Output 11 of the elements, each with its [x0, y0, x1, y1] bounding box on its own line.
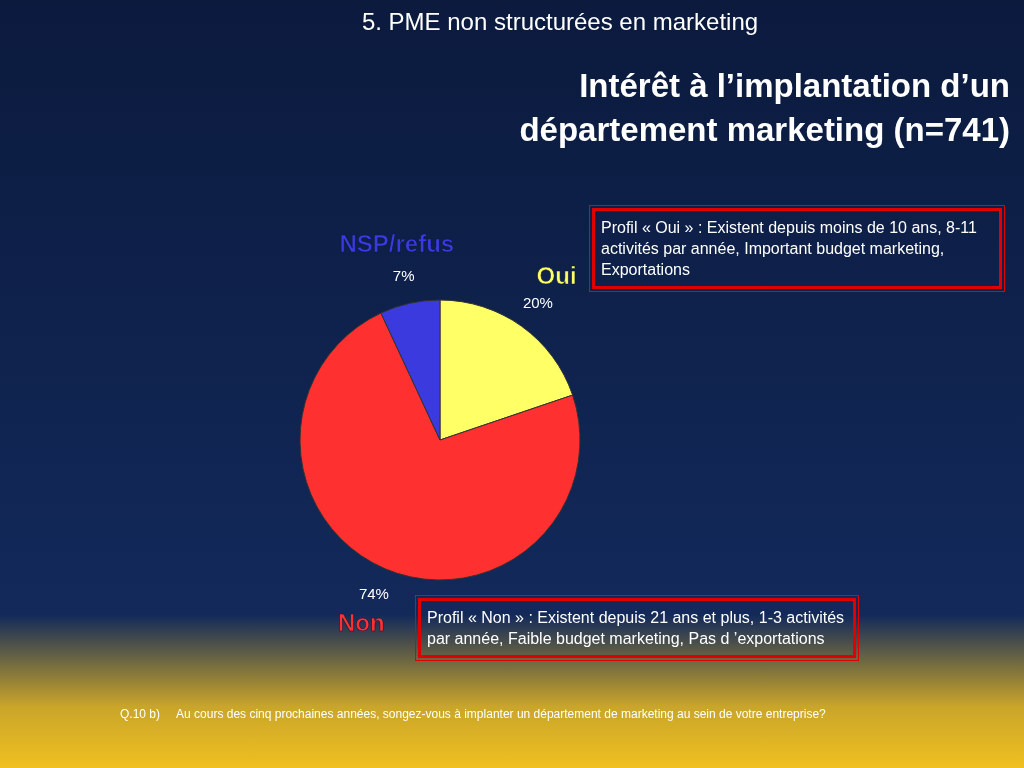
- text: Profil « Non » : Existent depuis 21 ans et plus, 1-3 activités par année, Faible budget marketing, Pas d ’exportations: [418, 598, 856, 658]
- data-label: 74%: [358, 585, 389, 603]
- data-label: 20%: [522, 294, 553, 312]
- text: Profil « Oui » : Existent depuis moins de 10 ans, 8-11 activités par année, Important budget marketing, Exportations: [592, 208, 1002, 289]
- chart-subtitle: 5. PME non structurées en marketing: [360, 8, 760, 36]
- text: Q.10 b) Au cours des cinq prochaines années, songez-vous à implanter un département de marketing au sein de votre entreprise?: [120, 707, 826, 721]
- text: Intérêt à l’implantation d’un département marketing (n=741): [518, 66, 1010, 150]
- data-label: 7%: [392, 266, 415, 284]
- slice-label: Non: [337, 608, 385, 636]
- slice-label: NSP/refus: [339, 229, 455, 257]
- slice-label: Oui: [536, 262, 577, 290]
